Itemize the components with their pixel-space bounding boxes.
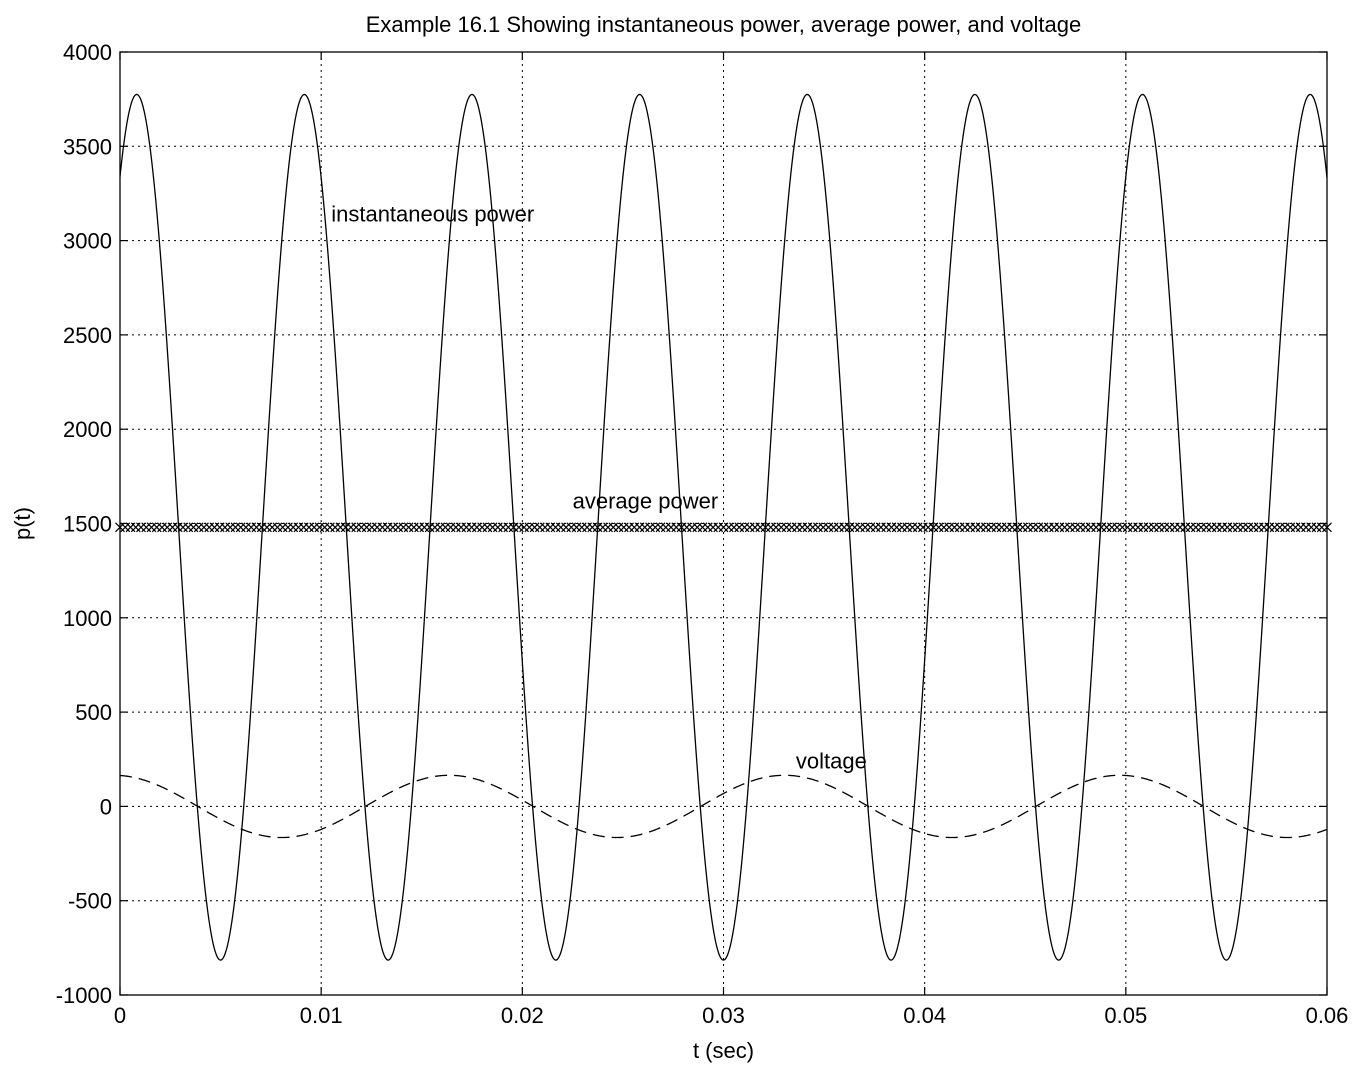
x-tick-label: 0.02 <box>501 1003 544 1028</box>
annotation-label: average power <box>573 488 719 513</box>
grid-lines <box>120 52 1327 995</box>
y-tick-label: 1500 <box>63 512 112 537</box>
y-tick-label: -500 <box>68 889 112 914</box>
x-tick-label: 0.06 <box>1306 1003 1349 1028</box>
y-axis-label: p(t) <box>10 507 35 540</box>
annotations: instantaneous power average power voltage <box>331 202 867 774</box>
chart-title: Example 16.1 Showing instantaneous power… <box>366 12 1081 37</box>
voltage-line <box>119 774 1328 839</box>
annotation-label: voltage <box>796 749 867 774</box>
axis-ticks: 0 0.01 0.02 0.03 0.04 0.05 0.06 -1000 -500 0 500 10… <box>56 40 1349 1028</box>
y-tick-label: 3000 <box>63 229 112 254</box>
y-tick-label: -1000 <box>56 983 112 1008</box>
y-tick-label: 500 <box>75 700 112 725</box>
y-tick-label: 0 <box>100 794 112 819</box>
instantaneous-power-line <box>119 93 1328 961</box>
x-axis-label: t (sec) <box>693 1038 754 1063</box>
y-tick-label: 1000 <box>63 606 112 631</box>
annotation-label: instantaneous power <box>331 202 534 227</box>
x-tick-label: 0.01 <box>300 1003 343 1028</box>
x-tick-label: 0.05 <box>1104 1003 1147 1028</box>
plot-series <box>115 93 1332 961</box>
y-tick-label: 2000 <box>63 417 112 442</box>
x-tick-label: 0.04 <box>903 1003 946 1028</box>
y-tick-label: 4000 <box>63 40 112 65</box>
y-tick-label: 2500 <box>63 323 112 348</box>
x-tick-label: 0.03 <box>702 1003 745 1028</box>
x-tick-label: 0 <box>114 1003 126 1028</box>
y-tick-label: 3500 <box>63 134 112 159</box>
